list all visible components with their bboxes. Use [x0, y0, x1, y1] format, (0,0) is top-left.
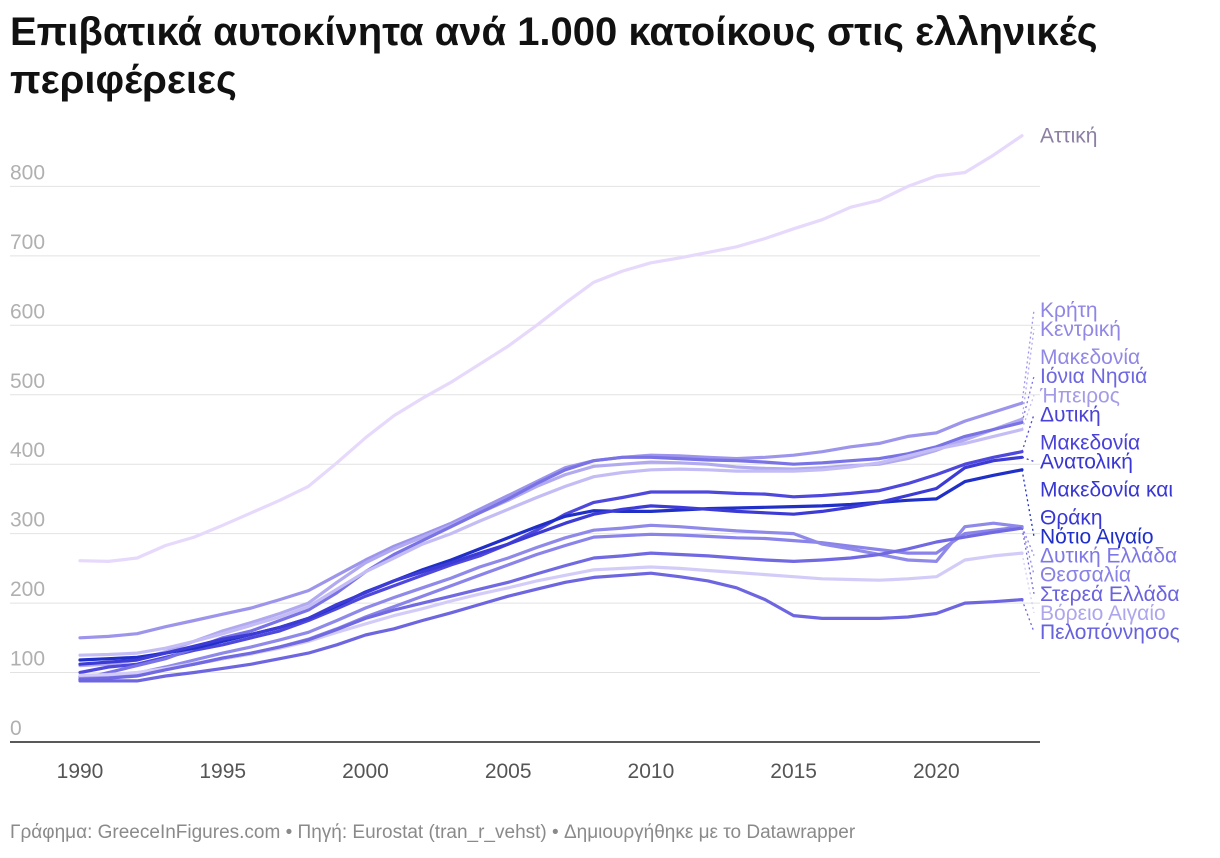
y-tick-label: 500 — [10, 370, 45, 393]
series-label-0: Αττική — [1040, 125, 1097, 148]
series-label-5: Ήπειρος — [1039, 384, 1120, 407]
series-line-0 — [78, 134, 1024, 564]
label-leader-12 — [1021, 599, 1035, 633]
x-tick-label: 2010 — [628, 760, 675, 783]
series-label-12: Πελοπόννησος — [1040, 621, 1180, 644]
series-line-4 — [78, 420, 1024, 682]
label-leader-9 — [1021, 526, 1035, 575]
y-tick-label: 100 — [10, 648, 45, 671]
series-line-8 — [78, 525, 1024, 680]
x-tick-label: 1995 — [199, 760, 246, 783]
series-line-5 — [78, 427, 1024, 657]
series-label-9: Θεσσαλία — [1040, 564, 1131, 587]
series-line-1 — [78, 401, 1024, 640]
series-label-2: Κεντρική — [1040, 318, 1121, 341]
y-tick-label: 800 — [10, 161, 45, 184]
series-line-12 — [78, 571, 1024, 683]
series-line-9 — [78, 521, 1024, 679]
y-tick-label: 600 — [10, 300, 45, 323]
label-leader-1 — [1021, 309, 1035, 404]
series-label-10: Βόρειο Αιγαίο — [1040, 602, 1166, 625]
series-label-3: Μακεδονία — [1040, 431, 1140, 454]
chart-footer-credits: Γράφημα: GreeceInFigures.com • Πηγή: Eur… — [10, 822, 856, 843]
label-leader-8 — [1021, 526, 1035, 556]
x-tick-label: 2020 — [913, 760, 960, 783]
series-label-2: Μακεδονία — [1040, 346, 1140, 369]
label-leader-2 — [1021, 329, 1035, 420]
y-tick-label: 400 — [10, 439, 45, 462]
series-label-3: Δυτική — [1040, 403, 1101, 426]
series-line-7 — [78, 455, 1024, 666]
series-label-7: Μακεδονία και — [1040, 478, 1173, 501]
x-tick-label: 2000 — [342, 760, 389, 783]
y-tick-label: 0 — [10, 717, 22, 740]
line-chart: 0 100 200 300 400 500 600 700 800 1990 1995 2000 200… — [10, 125, 1180, 783]
series-label-8: Δυτική Ελλάδα — [1040, 545, 1177, 568]
series-label-7: Θράκη — [1040, 506, 1103, 529]
series-line-11 — [78, 526, 1024, 682]
series-label-7: Ανατολική — [1040, 450, 1133, 473]
series-label-11: Στερεά Ελλάδα — [1040, 583, 1180, 606]
y-tick-label: 700 — [10, 231, 45, 254]
label-leader-11 — [1021, 527, 1035, 594]
y-tick-label: 300 — [10, 509, 45, 532]
x-tick-label: 1990 — [57, 760, 104, 783]
x-tick-label: 2005 — [485, 760, 532, 783]
label-leader-7 — [1021, 456, 1035, 463]
label-leader-10 — [1021, 552, 1035, 614]
series-label-1: Κρήτη — [1040, 299, 1098, 322]
chart-title: Επιβατικά αυτοκίνητα ανά 1.000 κατοίκους… — [10, 10, 1098, 102]
label-leader-5 — [1021, 395, 1035, 430]
label-leader-3 — [1021, 414, 1035, 452]
series-label-6: Νότιο Αιγαίο — [1040, 526, 1154, 549]
y-tick-label: 200 — [10, 578, 45, 601]
series-label-4: Ιόνια Νησιά — [1040, 365, 1147, 388]
x-tick-label: 2015 — [770, 760, 817, 783]
label-leader-6 — [1021, 469, 1035, 537]
